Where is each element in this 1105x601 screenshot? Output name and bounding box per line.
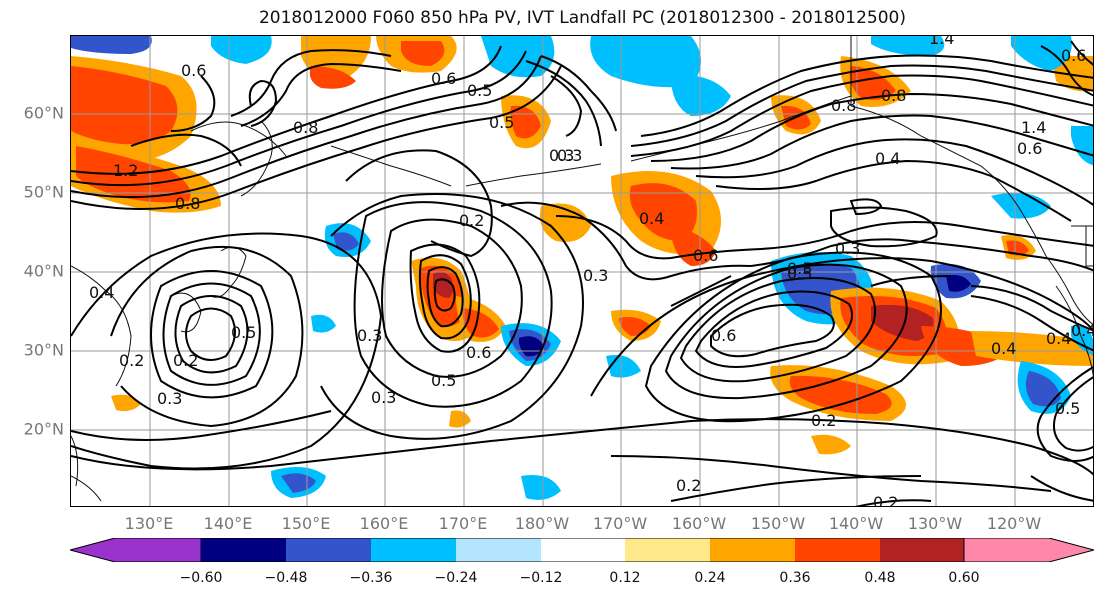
map-panel: 0.8 0.5 0.3 0.6 1.4 1.2 0.8 0.4 0.2 0.4 … xyxy=(70,35,1094,507)
contour-label: 0.8 xyxy=(175,194,200,213)
lon-label-150w: 150°W xyxy=(750,514,806,533)
contour-label: 0.2 xyxy=(459,211,484,230)
contour-label: 0.3 xyxy=(157,389,182,408)
contour-label: 0.4 xyxy=(1046,329,1071,348)
colorbar-tick: 0.48 xyxy=(864,570,896,586)
contour-label: 0.8 xyxy=(293,118,318,137)
contour-label: 1.2 xyxy=(113,161,138,180)
lon-label-130e: 130°E xyxy=(124,514,174,533)
contour-label: 0.5 xyxy=(467,81,492,100)
lon-label-150e: 150°E xyxy=(281,514,331,533)
lon-label-130w: 130°W xyxy=(907,514,963,533)
contour-label: 0.3 xyxy=(835,239,860,258)
contour-label: 0.4 xyxy=(991,339,1016,358)
contour-label: 0.6 xyxy=(1017,139,1042,158)
contour-label: 0.6 xyxy=(711,326,736,345)
contour-label: 0.3 xyxy=(549,146,574,165)
contour-label: 0.2 xyxy=(873,493,898,507)
pv-shading xyxy=(71,36,1093,500)
lat-label-30n: 30°N xyxy=(23,340,64,360)
colorbar-tick: 0.12 xyxy=(609,570,641,586)
contour-label: 0.4 xyxy=(1071,321,1094,340)
contour-label: 0.4 xyxy=(875,149,900,168)
lon-label-160e: 160°E xyxy=(359,514,409,533)
colorbar-swatch xyxy=(625,538,710,562)
colorbar-swatch xyxy=(795,538,880,562)
contour-label: 0.5 xyxy=(1055,399,1080,418)
colorbar-swatch xyxy=(710,538,795,562)
lon-label-120w: 120°W xyxy=(986,514,1042,533)
contour-label: 0.2 xyxy=(173,351,198,370)
colorbar-tick: 0.60 xyxy=(948,570,980,586)
contour-label: 0.5 xyxy=(787,264,812,283)
colorbar-swatch xyxy=(201,538,286,562)
contour-label: 0.3 xyxy=(371,388,396,407)
contour-label: 0.6 xyxy=(431,69,456,88)
colorbar-tick: −0.24 xyxy=(434,570,478,586)
colorbar-extend-low xyxy=(70,538,202,562)
lon-label-140e: 140°E xyxy=(203,514,253,533)
contour-label: 0.5 xyxy=(787,259,812,278)
colorbar-swatch xyxy=(456,538,541,562)
colorbar-swatch xyxy=(541,538,625,562)
colorbar-tick: −0.60 xyxy=(179,570,223,586)
map-title: 2018012000 F060 850 hPa PV, IVT Landfall… xyxy=(258,8,906,28)
lat-label-60n: 60°N xyxy=(23,103,64,123)
contour-label: 1.4 xyxy=(929,36,954,48)
contour-label: 0.6 xyxy=(693,246,718,265)
contour-label: 0.3 xyxy=(583,266,608,285)
map-canvas: 0.8 0.5 0.3 0.6 1.4 1.2 0.8 0.4 0.2 0.4 … xyxy=(71,36,1094,507)
colorbar-tick: −0.12 xyxy=(519,570,563,586)
colorbar-extend-high xyxy=(963,538,1094,562)
contour-label: 0.6 xyxy=(466,343,491,362)
lat-label-50n: 50°N xyxy=(23,182,64,202)
contour-label: 0.3 xyxy=(557,146,582,165)
lat-label-40n: 40°N xyxy=(23,261,64,281)
contour-label: 0.8 xyxy=(831,96,856,115)
colorbar-tick: 0.24 xyxy=(694,570,726,586)
lat-label-20n: 20°N xyxy=(23,419,64,439)
colorbar-swatch xyxy=(371,538,456,562)
lon-label-170e: 170°E xyxy=(438,514,488,533)
lon-label-170w: 170°W xyxy=(592,514,648,533)
contour-label: 0.4 xyxy=(639,209,664,228)
contour-label: 1.4 xyxy=(1021,118,1046,137)
colorbar xyxy=(70,538,1094,562)
lon-label-180w: 180°W xyxy=(514,514,570,533)
contour-label: 0.6 xyxy=(1061,46,1086,65)
graticule xyxy=(71,36,1093,506)
colorbar-tick: −0.48 xyxy=(264,570,308,586)
contour-label: 0.2 xyxy=(676,476,701,495)
contour-label: 0.4 xyxy=(89,283,114,302)
colorbar-tick: −0.36 xyxy=(349,570,393,586)
colorbar-swatch xyxy=(880,538,964,562)
lon-label-160w: 160°W xyxy=(671,514,727,533)
contour-labels: 0.8 0.5 0.3 0.6 1.4 1.2 0.8 0.4 0.2 0.4 … xyxy=(89,36,1094,507)
lon-label-140w: 140°W xyxy=(828,514,884,533)
contour-label: 0.2 xyxy=(119,351,144,370)
colorbar-swatch xyxy=(286,538,371,562)
contour-label: 0.2 xyxy=(811,411,836,430)
contour-label: 0.8 xyxy=(881,86,906,105)
contour-label: 0.5 xyxy=(431,371,456,390)
contour-label: 0.6 xyxy=(181,61,206,80)
contour-label: 0.5 xyxy=(231,323,256,342)
ivt-contours xyxy=(71,40,1093,506)
contour-label: 0.3 xyxy=(357,326,382,345)
colorbar-tick: 0.36 xyxy=(779,570,811,586)
contour-label: 0.5 xyxy=(489,113,514,132)
